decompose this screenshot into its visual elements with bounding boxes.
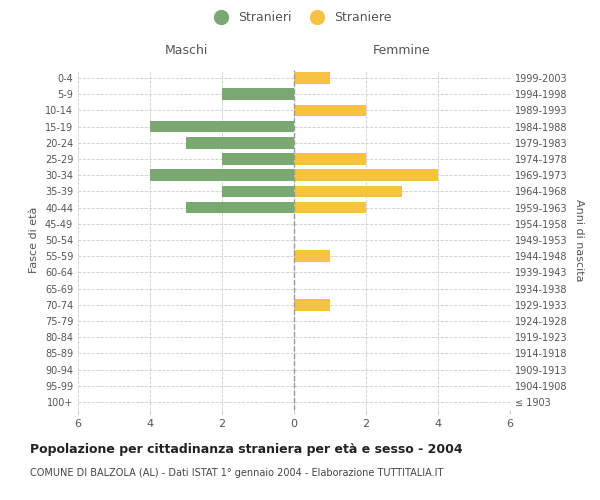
Text: Maschi: Maschi	[164, 44, 208, 58]
Text: COMUNE DI BALZOLA (AL) - Dati ISTAT 1° gennaio 2004 - Elaborazione TUTTITALIA.IT: COMUNE DI BALZOLA (AL) - Dati ISTAT 1° g…	[30, 468, 443, 477]
Bar	[150, 121, 294, 132]
Bar	[186, 137, 294, 148]
Y-axis label: Fasce di età: Fasce di età	[29, 207, 39, 273]
Bar	[222, 186, 294, 198]
Bar	[294, 186, 402, 198]
Text: Femmine: Femmine	[373, 44, 431, 58]
Bar	[294, 250, 330, 262]
Bar	[294, 104, 366, 117]
Bar	[294, 299, 330, 310]
Legend: Stranieri, Straniere: Stranieri, Straniere	[203, 6, 397, 29]
Bar	[150, 170, 294, 181]
Bar	[294, 153, 366, 165]
Bar	[294, 72, 330, 84]
Bar	[294, 202, 366, 213]
Bar	[186, 202, 294, 213]
Bar	[222, 153, 294, 165]
Text: Popolazione per cittadinanza straniera per età e sesso - 2004: Popolazione per cittadinanza straniera p…	[30, 442, 463, 456]
Y-axis label: Anni di nascita: Anni di nascita	[574, 198, 584, 281]
Bar	[222, 88, 294, 100]
Bar	[294, 170, 438, 181]
